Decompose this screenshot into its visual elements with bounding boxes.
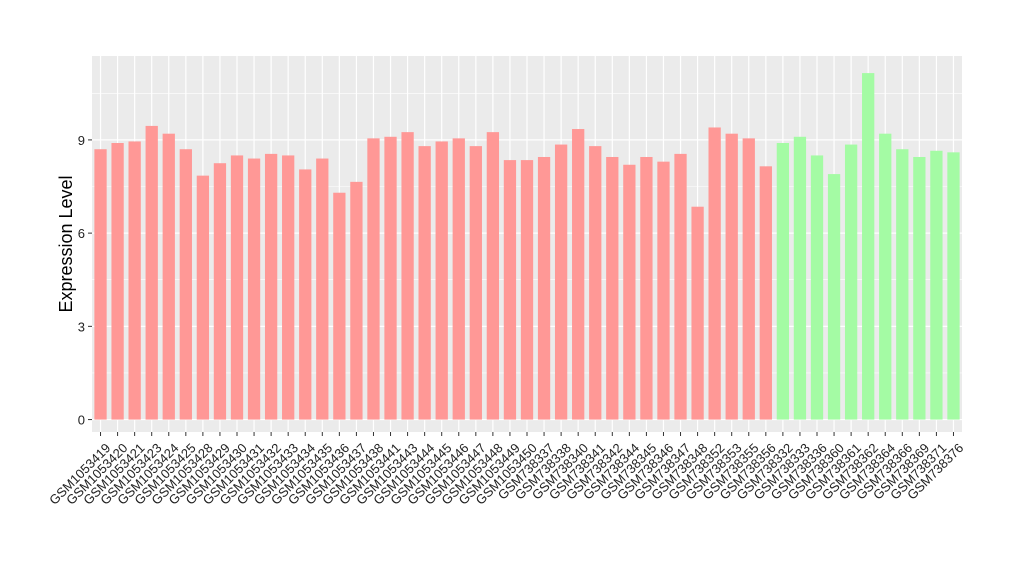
bar [179, 149, 192, 420]
bar [94, 149, 107, 420]
bar [333, 192, 346, 420]
bar [520, 160, 534, 420]
bar [640, 156, 653, 420]
bar [947, 152, 960, 420]
bar [111, 143, 124, 420]
bar [725, 133, 738, 420]
bar [435, 141, 448, 420]
bar [418, 146, 431, 420]
bar [316, 158, 329, 420]
bar [554, 144, 568, 420]
bar [930, 150, 943, 420]
bar [793, 136, 807, 420]
bar [589, 146, 602, 420]
y-tick-label: 9 [78, 133, 85, 148]
y-axis: 0 3 6 9 [78, 133, 92, 428]
bar [247, 158, 261, 420]
bar [401, 132, 414, 420]
bar [606, 156, 619, 420]
bar [657, 161, 670, 420]
bar [674, 153, 687, 420]
y-axis-title: Expression Level [56, 175, 76, 312]
bar [384, 136, 397, 420]
bar [350, 181, 363, 420]
bar [128, 141, 141, 420]
bar [452, 138, 465, 420]
bar [810, 155, 824, 420]
bar [827, 174, 841, 420]
bar [486, 132, 500, 420]
bar [623, 164, 636, 420]
bar [503, 160, 517, 420]
bar [162, 133, 175, 420]
bar [708, 127, 721, 420]
bar [896, 149, 909, 420]
bar [299, 169, 312, 420]
bar [196, 175, 210, 420]
bar [913, 156, 926, 420]
bar [844, 144, 858, 420]
bar [537, 156, 551, 420]
bar [213, 163, 227, 420]
bar [776, 143, 790, 420]
bar [469, 146, 482, 420]
y-tick-label: 0 [78, 413, 85, 428]
bar [862, 73, 875, 420]
bar [691, 206, 704, 420]
y-tick-label: 6 [78, 226, 85, 241]
bar [742, 138, 755, 420]
bar [230, 155, 244, 420]
bars [94, 73, 960, 420]
bar [282, 155, 295, 420]
bar [759, 166, 772, 420]
y-tick-label: 3 [78, 319, 85, 334]
bar [145, 125, 158, 420]
bar [572, 129, 585, 420]
bar [264, 153, 278, 420]
bar [879, 133, 892, 420]
x-axis: GSM1053419GSM1053420GSM1053421GSM1053423… [46, 432, 966, 508]
bar [367, 138, 380, 420]
